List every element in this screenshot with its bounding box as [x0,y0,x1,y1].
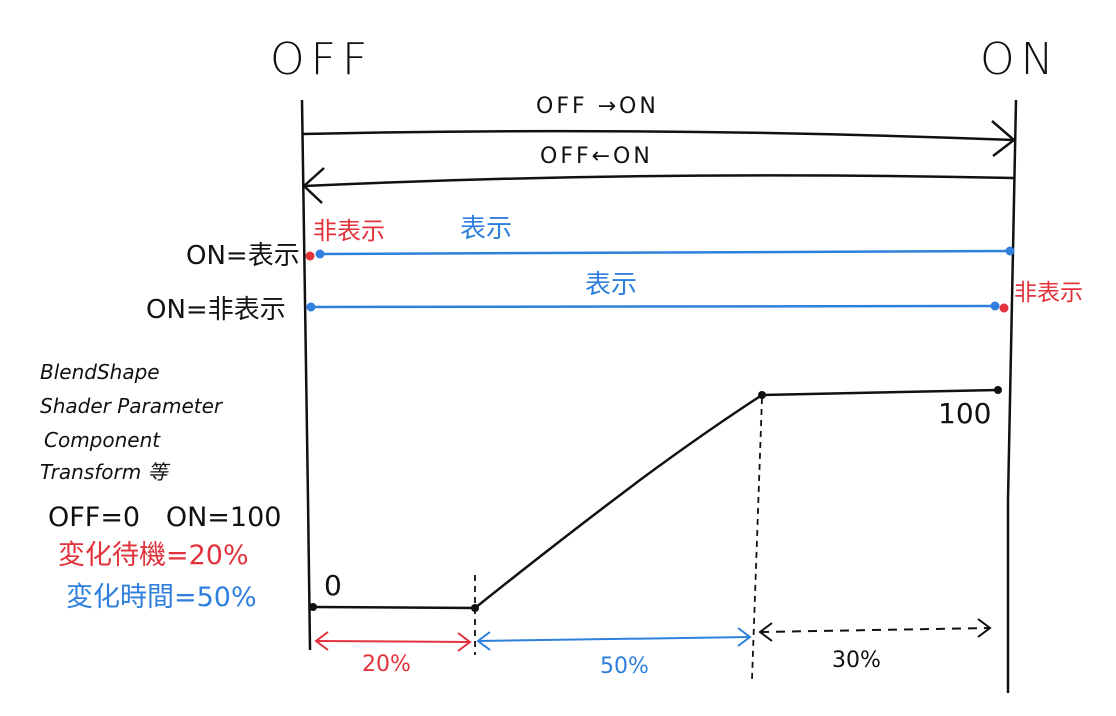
on-boundary-line [1006,99,1018,693]
rest-span-right-head [977,618,992,638]
on-hide-end-blue-dot [990,301,1000,311]
on-title: ON [980,34,1060,85]
off-to-on-label: OFF →ON [536,94,659,119]
rest-percent-label: 30% [832,648,881,673]
rest-span-left-head [758,622,773,642]
rest-span-line [759,627,991,633]
on-show-start-red-dot [305,251,315,261]
on-show-row-label: ON=表示 [186,241,300,271]
on-hide-line [310,304,996,309]
wait-span-right-head [457,632,472,652]
start-value-label: 0 [324,569,342,602]
time-percent-label: 50% [600,654,649,679]
on-to-off-arrow [303,174,1015,188]
time-span-right-head [737,627,752,647]
on-hide-end-red-dot [999,303,1009,313]
on-show-visible-note: 表示 [460,214,513,244]
off-on-values-rule: OFF=0 ON=100 [48,502,282,533]
change-end-dashed-guide [751,397,763,681]
curve-point-end [994,386,1002,394]
off-to-on-arrow [301,129,1015,142]
curve-point-change-end [758,391,766,399]
on-show-hidden-note: 非表示 [313,217,385,245]
wait-span-line [315,640,471,643]
on-hide-hidden-note: 非表示 [1014,280,1083,306]
off-boundary-line [300,99,312,651]
on-to-off-label: OFF←ON [540,144,653,169]
on-to-off-arrowhead [302,167,325,204]
wait-span-left-head [314,631,329,651]
property-transform: Transform 等 [40,460,168,484]
property-blendshape: BlendShape [40,360,160,384]
property-component: Component [44,428,161,452]
off-title: OFF [270,34,374,85]
off-to-on-arrowhead [991,120,1016,157]
on-show-line [319,249,1011,256]
time-rule: 変化時間=50% [66,582,257,613]
wait-percent-label: 20% [362,652,411,677]
curve-point-start [309,603,317,611]
property-shader-parameter: Shader Parameter [40,394,223,418]
on-hide-visible-note: 表示 [585,270,638,300]
time-span-left-head [476,631,491,651]
on-show-end-dot [1005,246,1015,256]
time-span-line [477,636,751,642]
end-value-label: 100 [938,397,992,430]
on-hide-row-label: ON=非表示 [146,295,286,325]
value-curve [312,388,999,610]
wait-rule: 変化待機=20% [58,540,249,571]
